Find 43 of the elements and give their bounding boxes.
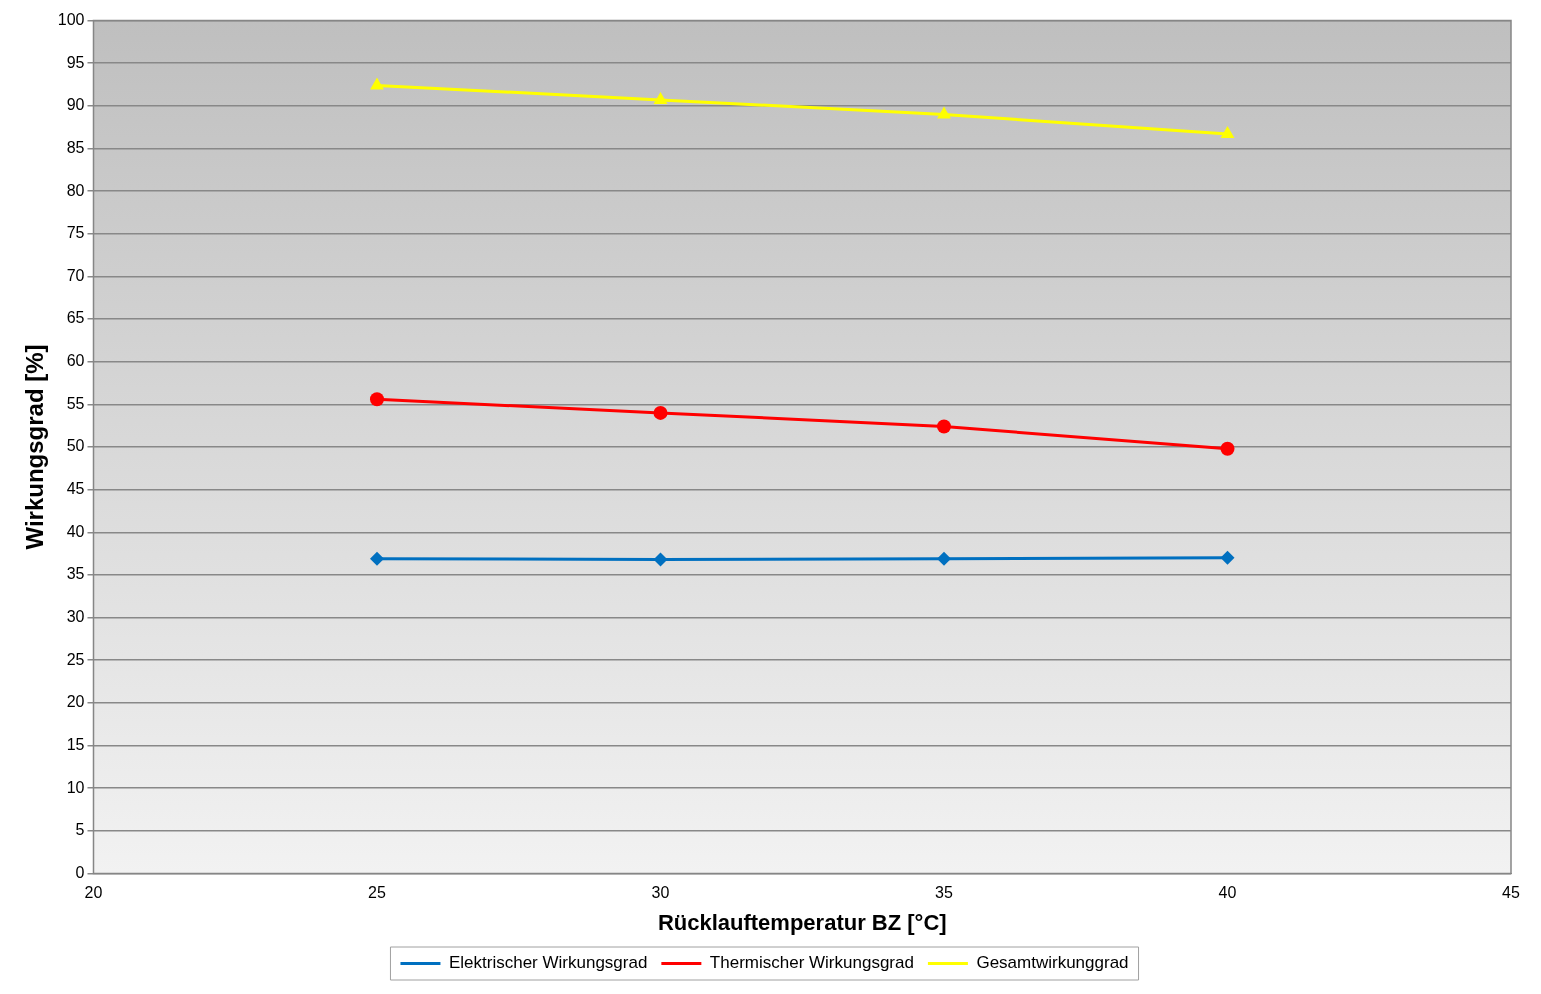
point (1220, 126, 1235, 139)
legend-label: Elektrischer Wirkungsgrad (448, 953, 648, 973)
y-tick-label: 25 (66, 650, 85, 668)
y-tick-label: 50 (66, 437, 85, 455)
y-tick-label: 85 (66, 138, 85, 156)
y-tick-label: 75 (66, 224, 85, 242)
x-tick-label: 45 (1502, 884, 1520, 902)
y-tick-label: 90 (66, 96, 85, 114)
y-tick-label: 10 (66, 778, 85, 796)
legend-label: Gesamtwirkunggrad (976, 953, 1129, 973)
y-axis-title: Wirkungsgrad [%] (21, 344, 49, 550)
x-axis-title: Rücklauftemperatur BZ [°C] (657, 909, 947, 935)
y-tick-label: 35 (66, 565, 85, 583)
y-tick-label: 60 (66, 352, 85, 370)
point (653, 91, 668, 104)
y-tick-label: 95 (66, 53, 85, 71)
y-tick-label: 45 (66, 480, 85, 498)
y-tick-label: 65 (66, 309, 85, 327)
y-tick-label: 15 (66, 735, 85, 753)
y-tick-label: 55 (66, 394, 85, 412)
y-tick-label: 100 (57, 11, 85, 29)
point (653, 405, 668, 420)
y-tick-label: 80 (66, 181, 85, 199)
point (653, 552, 668, 567)
y-tick-label: 70 (66, 266, 85, 284)
x-tick-label: 30 (651, 884, 670, 902)
point (1220, 441, 1235, 456)
y-tick-label: 5 (75, 821, 85, 839)
point (937, 551, 951, 566)
point (1220, 550, 1235, 565)
x-tick-label: 25 (368, 884, 386, 902)
x-tick-label: 35 (935, 884, 953, 902)
y-tick-label: 20 (66, 693, 85, 711)
y-tick-label: 30 (66, 607, 85, 625)
y-tick-label: 40 (66, 522, 85, 540)
point (937, 106, 951, 119)
y-tick-label: 0 (75, 863, 85, 881)
x-tick-label: 40 (1218, 884, 1237, 902)
legend-label: Thermischer Wirkungsgrad (709, 953, 914, 973)
point (370, 392, 384, 407)
point (937, 419, 951, 434)
point (370, 77, 384, 90)
point (370, 551, 384, 566)
